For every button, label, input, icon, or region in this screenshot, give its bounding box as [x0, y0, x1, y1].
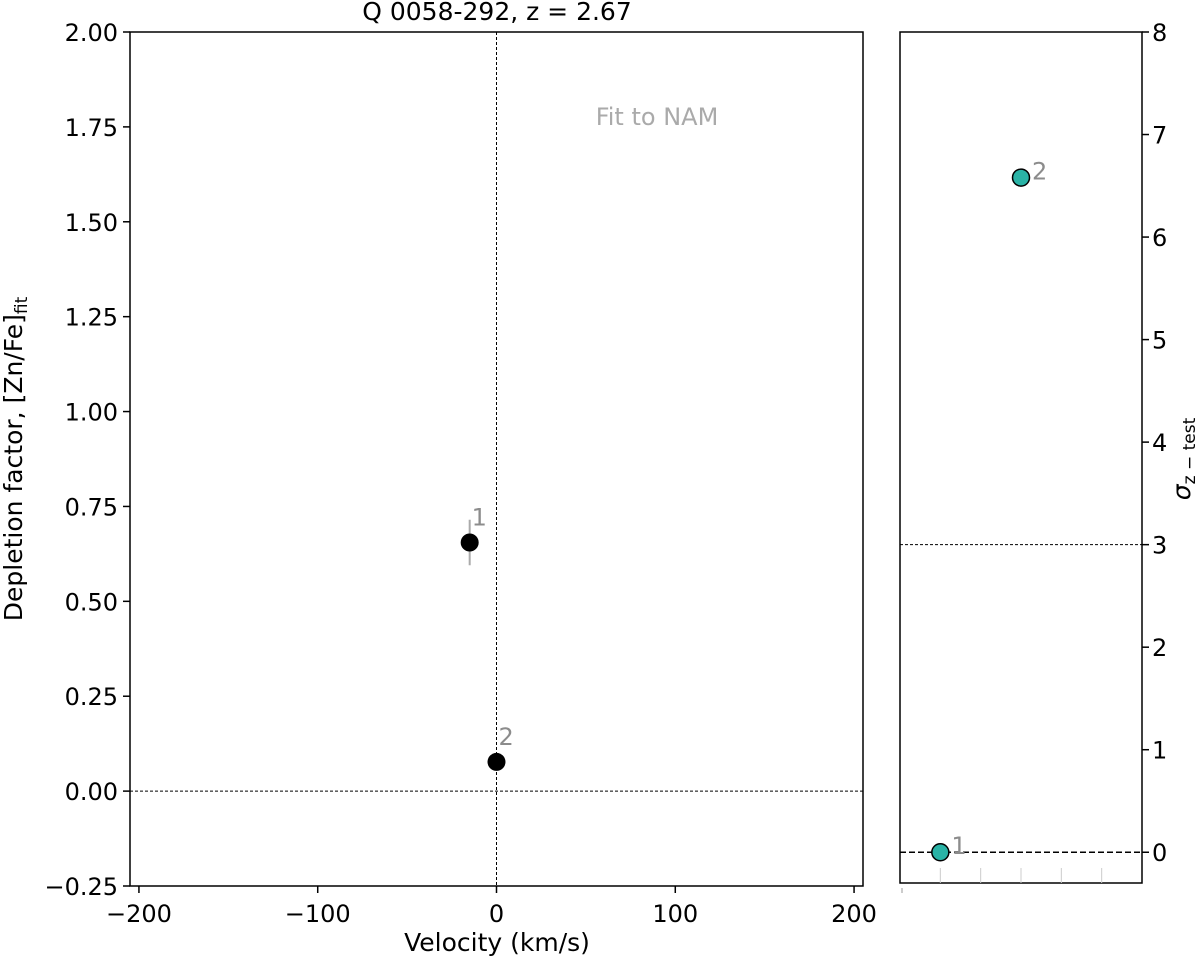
- chart-title: Q 0058-292, z = 2.67: [362, 0, 632, 26]
- x-tick-label: 200: [831, 900, 877, 928]
- sigma-tick-label: 8: [1152, 19, 1167, 47]
- sigma-tick-label: 1: [1152, 737, 1167, 765]
- y-tick-label: 1.00: [65, 399, 118, 427]
- sigma-points: 12: [931, 158, 1047, 862]
- sigma-frame: [899, 31, 1143, 884]
- annotation-layer: Fit to NAM: [596, 103, 719, 131]
- x-tick-label: 100: [652, 900, 698, 928]
- y-tick-label: 2.00: [65, 19, 118, 47]
- x-axis-label: Velocity (km/s): [404, 928, 590, 957]
- y-tick-label: 0.75: [65, 493, 118, 521]
- y-tick-label: 0.50: [65, 588, 118, 616]
- y-tick-label: −0.25: [44, 873, 118, 901]
- sigma-point-label: 1: [951, 832, 966, 860]
- x-tick-label: −200: [106, 900, 172, 928]
- x-tick-label: −100: [285, 900, 351, 928]
- x-tick-label: 0: [489, 900, 504, 928]
- sigma-tick-label: 2: [1152, 634, 1167, 662]
- y-axis-label-subscript: fit: [12, 296, 32, 314]
- sigma-axis-ticks: 0 1 2 3 4 5 6 7 8: [1142, 19, 1167, 867]
- y-tick-label: 1.25: [65, 304, 118, 332]
- sigma-tick-label: 7: [1152, 122, 1167, 150]
- sigma-tick-label: 6: [1152, 224, 1167, 252]
- sigma-axis-label-subscript: z − test: [1180, 417, 1200, 484]
- sigma-axis-label: σz − test: [1167, 417, 1200, 500]
- sigma-point-label: 2: [1032, 158, 1047, 186]
- y-tick-label: 0.00: [65, 778, 118, 806]
- y-axis-ticks: −0.25 0.00 0.25 0.50 0.75 1.00 1.25 1.50 1.75 2.0…: [44, 19, 130, 901]
- y-axis-label: Depletion factor, [Zn/Fe]fit: [0, 296, 32, 621]
- y-tick-label: 1.75: [65, 114, 118, 142]
- sigma-point: [1011, 168, 1031, 187]
- x-axis-ticks: −200 −100 0 100 200: [106, 886, 877, 928]
- point-label: 2: [499, 723, 514, 751]
- threshold-lines: [900, 544, 1142, 853]
- sigma-tick-label: 0: [1152, 839, 1167, 867]
- depletion-panel: Q 0058-292, z = 2.67 Fit to NAM 12 −200−…: [0, 0, 877, 957]
- sigma-tick-label: 5: [1152, 327, 1167, 355]
- fit-annotation: Fit to NAM: [596, 103, 719, 131]
- sigma-point: [931, 842, 950, 862]
- sigma-tick-label: 3: [1152, 532, 1167, 560]
- y-tick-label: 0.25: [65, 683, 118, 711]
- data-point: [460, 533, 479, 552]
- sigma-axis-label-main: σ: [1167, 483, 1196, 500]
- point-label: 1: [472, 504, 487, 532]
- y-axis-label-main: Depletion factor, [Zn/Fe]: [0, 314, 28, 621]
- sigma-bottom-ticks: [901, 868, 1103, 893]
- data-point: [487, 752, 506, 771]
- data-points: 12: [460, 504, 514, 771]
- reference-lines: [130, 32, 863, 886]
- sigma-tick-label: 4: [1152, 429, 1167, 457]
- y-tick-label: 1.50: [65, 209, 118, 237]
